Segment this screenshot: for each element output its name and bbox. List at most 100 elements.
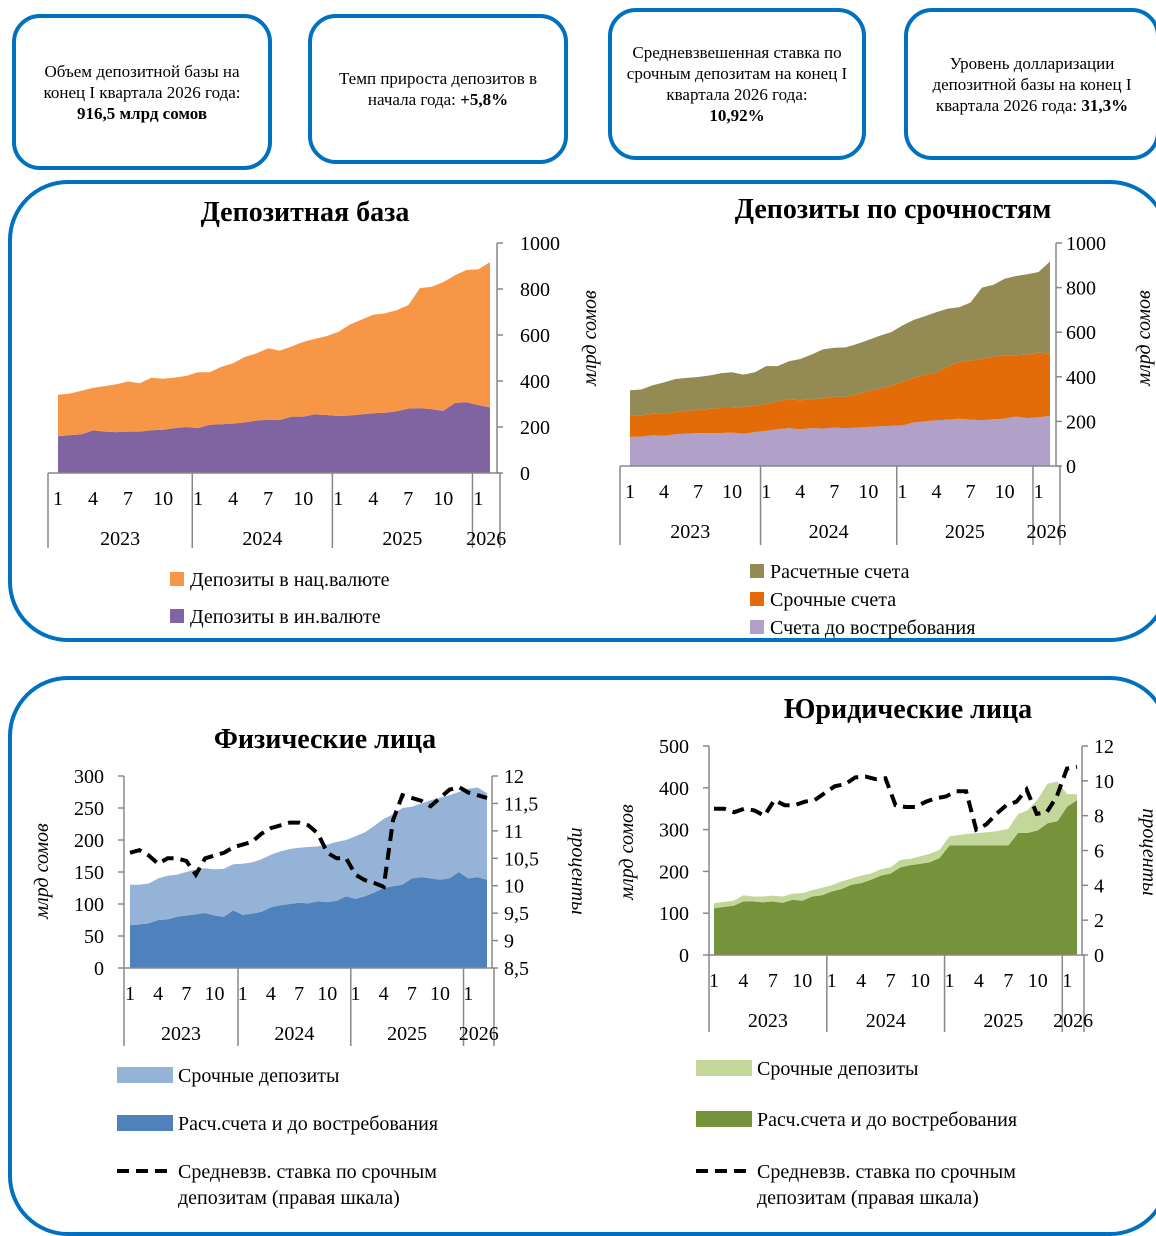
x-tick-label: 4 [659, 481, 669, 503]
x-tick-label: 1 [473, 488, 483, 510]
x-tick-label: 10 [995, 481, 1015, 503]
y-tick-label: 1000 [520, 233, 560, 255]
legend-label: Средневзв. ставка по срочным [178, 1161, 437, 1183]
x-tick-label: 4 [368, 488, 378, 510]
y-tick-label: 400 [1066, 367, 1096, 389]
legend-swatch [750, 620, 764, 634]
legend-label: Расч.счета и до востребования [757, 1109, 1017, 1131]
y2-axis-title: проценты [1138, 808, 1156, 895]
x-tick-label: 7 [829, 481, 839, 503]
year-label: 2026 [459, 1023, 499, 1045]
legend-label: Срочные счета [770, 589, 896, 611]
x-tick-label: 7 [693, 481, 703, 503]
legend-swatch [696, 1111, 752, 1127]
chart-deposit_terms: Депозиты по срочностям 0 200 400 600 800 1000 м… [619, 194, 1155, 545]
x-tick-label: 1 [1034, 481, 1044, 503]
x-tick-label: 7 [181, 983, 191, 1005]
legend-label: депозитам (правая шкала) [757, 1187, 979, 1209]
x-tick-label: 7 [407, 983, 417, 1005]
y-tick-label: 200 [659, 861, 689, 883]
kpi-label: Темп прироста депозитов в начала года: [338, 69, 538, 109]
legend-label: Срочные депозиты [178, 1065, 339, 1087]
x-tick-label: 4 [931, 481, 941, 503]
kpi-label: Объем депозитной базы на конец I квартал… [43, 61, 241, 102]
legend-label: Срочные депозиты [757, 1058, 918, 1080]
series-area-1 [58, 262, 490, 437]
x-tick-label: 7 [1003, 970, 1013, 992]
x-tick-label: 10 [1028, 970, 1048, 992]
x-tick-label: 1 [238, 983, 248, 1005]
panel-deposit-structure [8, 180, 1156, 642]
x-tick-label: 7 [294, 983, 304, 1005]
x-tick-label: 10 [293, 488, 313, 510]
kpi-value: 10,92% [709, 106, 765, 125]
year-label: 2024 [809, 521, 849, 543]
x-tick-label: 1 [827, 970, 837, 992]
series-area-0 [630, 415, 1050, 466]
y-tick-label: 200 [1066, 411, 1096, 433]
y-tick-label: 0 [1066, 456, 1076, 478]
x-tick-label: 1 [333, 488, 343, 510]
year-label: 2023 [748, 1010, 788, 1032]
y2-tick-label: 11 [504, 821, 523, 843]
x-tick-label: 10 [317, 983, 337, 1005]
year-label: 2024 [866, 1010, 906, 1032]
chart-title: Депозиты по срочностям [735, 194, 1052, 225]
kpi-value: 31,3% [1081, 95, 1129, 115]
x-tick-label: 1 [1062, 970, 1072, 992]
y2-tick-label: 8 [1094, 806, 1104, 828]
legend-swatch [117, 1067, 173, 1083]
legend-swatch [117, 1115, 173, 1131]
x-tick-label: 7 [263, 488, 273, 510]
y2-axis-title: проценты [567, 827, 589, 914]
rate-line [714, 764, 1078, 833]
kpi-value: 916,5 млрд сомов [76, 103, 208, 123]
y-tick-label: 500 [659, 736, 689, 758]
legend-label: Счета до востребования [770, 617, 975, 639]
x-tick-label: 7 [403, 488, 413, 510]
rate-line [129, 784, 488, 890]
legend-label: Депозиты в нац.валюте [190, 569, 390, 591]
y-axis-title: млрд сомов [1133, 290, 1155, 387]
x-tick-label: 1 [625, 481, 635, 503]
x-tick-label: 10 [205, 983, 225, 1005]
x-tick-label: 1 [350, 983, 360, 1005]
kpi-label: Средневзвешенная ставка по срочным депоз… [626, 43, 848, 104]
kpi-growth-rate: Темп прироста депозитов в начала года: +… [308, 14, 568, 164]
chart-title: Юридические лица [784, 694, 1032, 725]
y-tick-label: 150 [74, 862, 104, 884]
y2-tick-label: 4 [1094, 875, 1104, 897]
legend-swatch [696, 1060, 752, 1076]
y2-tick-label: 10 [1094, 771, 1114, 793]
y2-tick-label: 6 [1094, 841, 1104, 863]
x-tick-label: 1 [897, 481, 907, 503]
y-tick-label: 800 [520, 279, 550, 301]
y-tick-label: 50 [84, 926, 104, 948]
x-tick-label: 4 [153, 983, 163, 1005]
x-tick-label: 4 [795, 481, 805, 503]
y-tick-label: 100 [659, 903, 689, 925]
x-tick-label: 4 [974, 970, 984, 992]
kpi-dollarization: Уровень долларизации депозитной базы на … [904, 8, 1156, 160]
x-tick-label: 10 [910, 970, 930, 992]
series-area-0 [130, 872, 487, 968]
year-label: 2024 [242, 528, 282, 550]
legend-label: Средневзв. ставка по срочным [757, 1161, 1016, 1183]
y-tick-label: 600 [520, 325, 550, 347]
x-tick-label: 7 [768, 970, 778, 992]
x-tick-label: 1 [463, 983, 473, 1005]
year-label: 2023 [100, 528, 140, 550]
kpi-label: Уровень долларизации депозитной базы на … [932, 53, 1132, 115]
y-tick-label: 300 [659, 820, 689, 842]
series-area-1 [714, 781, 1077, 909]
x-tick-label: 1 [193, 488, 203, 510]
y-tick-label: 800 [1066, 278, 1096, 300]
year-label: 2026 [1053, 1010, 1093, 1032]
year-label: 2025 [983, 1010, 1023, 1032]
series-area-1 [630, 352, 1050, 437]
x-tick-label: 10 [430, 983, 450, 1005]
x-tick-label: 1 [944, 970, 954, 992]
year-label: 2025 [382, 528, 422, 550]
chart-individuals: Физические лица 0 50 100 150 200 250 300 млрд со… [31, 724, 589, 1046]
y2-tick-label: 9 [504, 931, 514, 953]
